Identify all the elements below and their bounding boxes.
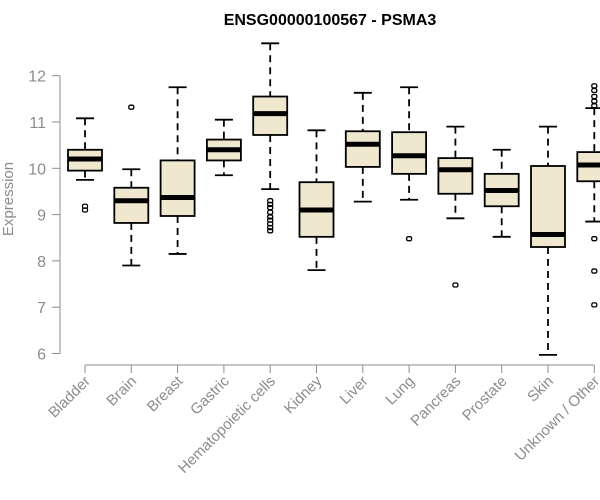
chart-title: ENSG00000100567 - PSMA3 <box>224 12 437 29</box>
outlier-point <box>267 228 274 234</box>
y-tick-label: 12 <box>28 69 46 86</box>
y-tick-label: 6 <box>37 347 46 364</box>
box-kidney <box>298 129 335 272</box>
y-tick-label: 8 <box>37 254 46 271</box>
x-tick-label: Pancreas <box>407 373 464 430</box>
x-tick-label: Skin <box>524 373 557 406</box>
outlier-point <box>591 98 598 104</box>
box-unknown-other <box>576 83 600 308</box>
outlier-point <box>267 201 274 208</box>
outlier-point <box>591 103 598 109</box>
box-skin <box>530 125 566 356</box>
outlier-point <box>591 236 598 242</box>
x-tick-label: Bladder <box>45 373 94 422</box>
outlier-point <box>267 224 274 231</box>
x-tick-label: Brain <box>103 373 140 410</box>
box-lung <box>391 86 428 242</box>
outlier-point <box>267 205 274 211</box>
y-tick-label: 7 <box>37 300 46 317</box>
x-tick-label: Breast <box>144 372 187 415</box>
outlier-point <box>591 87 598 94</box>
box-prostate <box>483 148 520 238</box>
box-body <box>113 186 150 224</box>
boxes-group <box>67 42 600 356</box>
box-bladder <box>67 117 103 213</box>
outlier-point <box>591 268 598 274</box>
y-axis-label: Expression <box>0 162 17 236</box>
box-gastric <box>205 118 242 177</box>
box-hematopoietic-cells <box>252 42 289 234</box>
outlier-point <box>267 214 274 220</box>
x-tick-label: Prostate <box>459 373 511 425</box>
outlier-point <box>267 209 274 215</box>
box-body <box>437 157 474 195</box>
box-pancreas <box>437 125 474 288</box>
x-tick-label: Liver <box>337 373 372 408</box>
x-tick-label: Unknown / Other <box>512 373 600 465</box>
y-tick-label: 10 <box>28 161 46 178</box>
outlier-point <box>81 203 89 209</box>
box-body <box>159 159 196 217</box>
y-tick-label: 9 <box>37 208 46 225</box>
outlier-point <box>591 83 598 89</box>
outlier-point <box>452 282 459 288</box>
box-liver <box>344 91 381 203</box>
outlier-point <box>128 104 135 110</box>
y-tick-label: 11 <box>29 115 46 132</box>
box-brain <box>113 104 150 267</box>
box-body <box>391 131 428 175</box>
x-tick-label: Kidney <box>281 372 326 417</box>
box-breast <box>159 86 196 255</box>
outlier-point <box>591 93 598 100</box>
box-body <box>344 130 381 168</box>
x-tick-label: Gastric <box>187 372 233 418</box>
y-axis: 6 7 8 9 10 11 12 <box>28 69 61 364</box>
x-tick-label: Lung <box>382 373 418 409</box>
outlier-point <box>405 236 413 242</box>
outlier-point <box>591 302 598 308</box>
